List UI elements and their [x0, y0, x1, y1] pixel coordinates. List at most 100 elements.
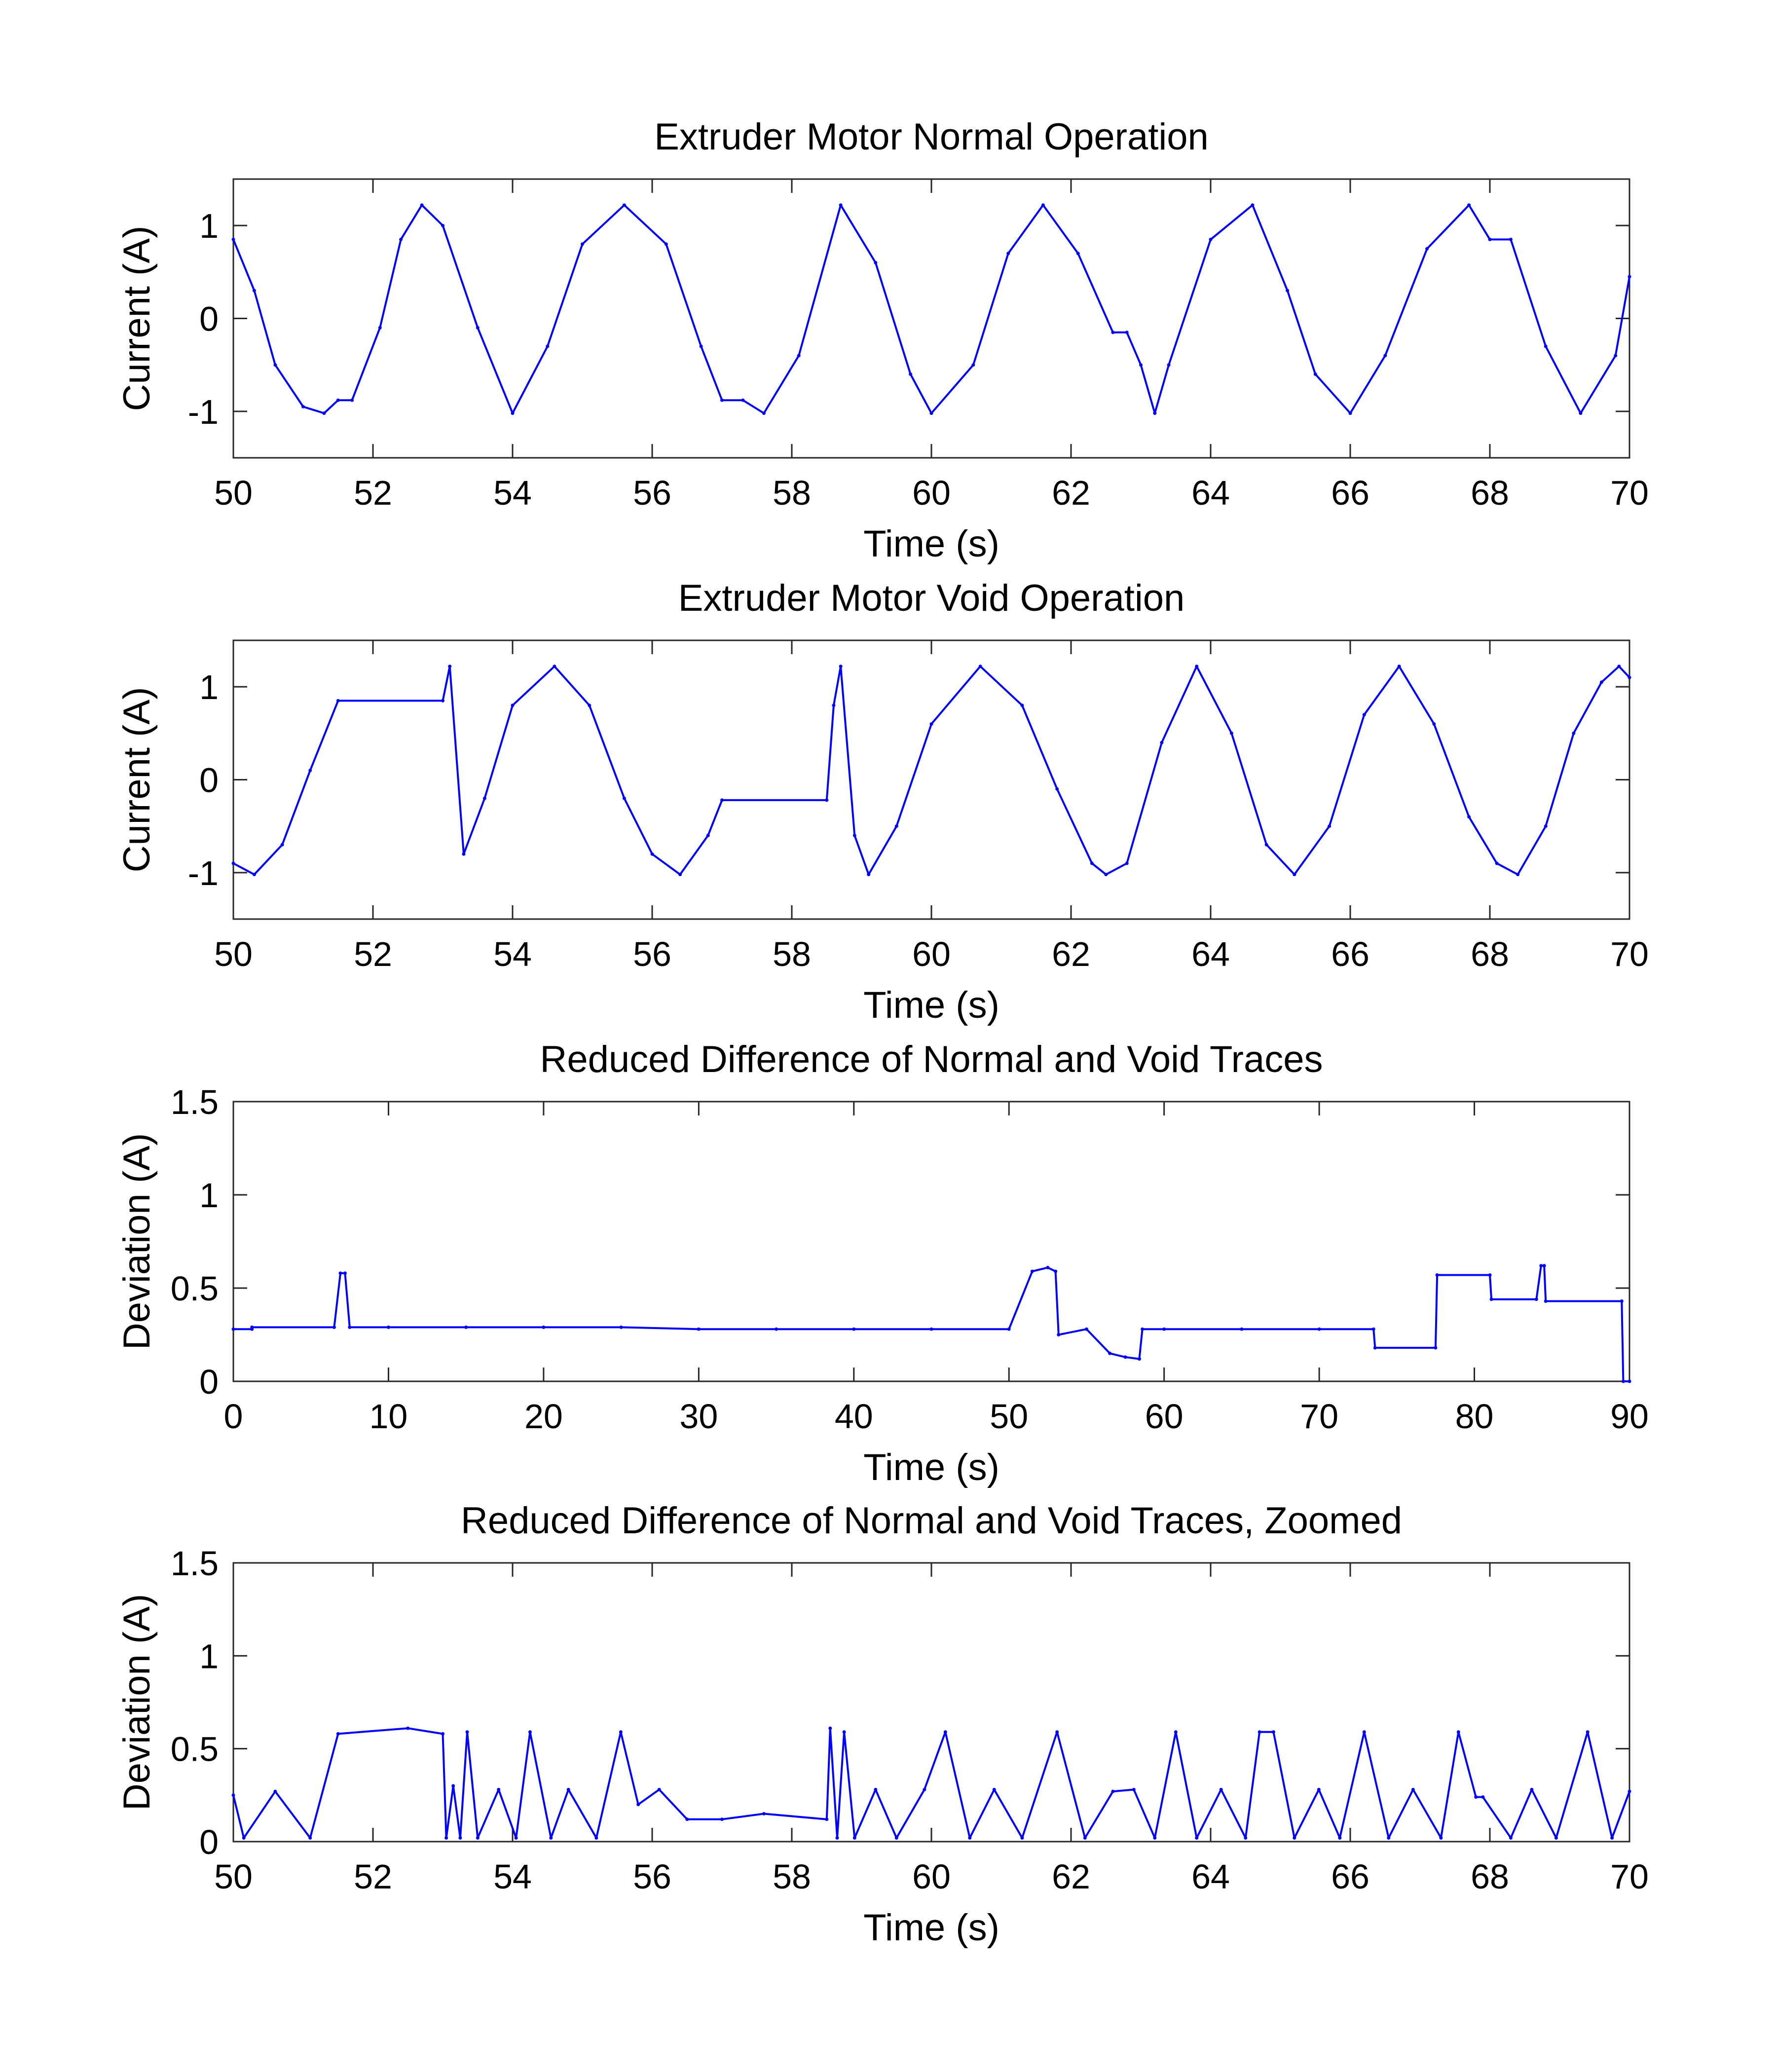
data-point	[553, 665, 556, 668]
data-point	[1111, 331, 1115, 334]
data-point	[1628, 675, 1631, 679]
data-point	[1434, 1346, 1438, 1350]
data-point	[1054, 1269, 1058, 1273]
data-point	[943, 1730, 947, 1734]
data-point	[420, 203, 424, 207]
data-point	[338, 1271, 342, 1275]
data-point	[1041, 203, 1045, 207]
data-point	[336, 398, 340, 402]
x-tick-label: 68	[1471, 935, 1509, 973]
data-point	[566, 1788, 570, 1791]
data-point	[464, 1325, 468, 1329]
y-tick-label: 0	[199, 761, 219, 800]
data-point	[678, 873, 682, 877]
data-point	[1055, 787, 1059, 791]
data-point	[825, 1817, 829, 1821]
data-point	[1084, 1327, 1088, 1331]
data-point	[1338, 1836, 1342, 1840]
y-axis-label: Current (A)	[116, 226, 158, 411]
data-point	[1362, 713, 1366, 717]
data-point	[1167, 363, 1171, 367]
data-point	[273, 363, 277, 367]
y-tick-label: 0.5	[171, 1269, 219, 1308]
data-point	[343, 1271, 347, 1275]
data-point	[909, 372, 913, 376]
data-point	[1539, 1264, 1543, 1268]
x-tick-label: 68	[1471, 1857, 1509, 1896]
data-point	[1083, 1836, 1087, 1840]
data-point	[1509, 237, 1513, 241]
chart-title: Extruder Motor Void Operation	[678, 577, 1185, 619]
data-point	[581, 242, 584, 246]
x-tick-label: 64	[1191, 474, 1230, 512]
data-point	[350, 398, 354, 402]
data-point	[1108, 1351, 1112, 1355]
data-point	[842, 1730, 846, 1734]
data-point	[250, 1325, 254, 1329]
data-point	[867, 873, 871, 877]
data-point	[1317, 1788, 1321, 1791]
data-point	[706, 834, 710, 837]
data-point	[1328, 824, 1332, 828]
y-tick-label: 1	[199, 1176, 219, 1215]
data-point	[971, 363, 975, 367]
chart-title: Extruder Motor Normal Operation	[654, 116, 1209, 158]
data-point	[1599, 680, 1603, 684]
data-point	[514, 1836, 518, 1840]
data-point	[1572, 731, 1576, 735]
data-point	[406, 1726, 410, 1730]
x-tick-label: 40	[835, 1397, 873, 1436]
x-tick-label: 54	[493, 935, 532, 973]
data-point	[1264, 843, 1268, 847]
y-axis-label: Deviation (A)	[116, 1133, 158, 1350]
x-tick-label: 50	[214, 1857, 253, 1896]
x-axis-label: Time (s)	[863, 1907, 999, 1949]
plot-area	[232, 178, 1630, 459]
data-point	[528, 1730, 532, 1734]
data-point	[497, 1788, 501, 1791]
data-point	[775, 1327, 778, 1331]
data-point	[242, 1836, 246, 1840]
data-point	[894, 824, 898, 828]
data-point	[894, 1836, 898, 1840]
data-point	[511, 703, 515, 707]
data-point	[1620, 1299, 1624, 1303]
data-point	[832, 703, 836, 707]
data-point	[1030, 1269, 1034, 1273]
x-tick-label: 52	[354, 935, 392, 973]
x-tick-label: 50	[214, 474, 253, 512]
x-tick-label: 66	[1331, 935, 1369, 973]
data-point	[923, 1788, 926, 1791]
y-axis-label: Deviation (A)	[116, 1594, 158, 1811]
data-point	[1313, 372, 1317, 376]
data-point	[1258, 1730, 1261, 1734]
x-axis-label: Time (s)	[863, 523, 999, 565]
data-point	[458, 1836, 462, 1840]
y-tick-label: 0.5	[171, 1730, 219, 1769]
y-tick-label: 0	[199, 1823, 219, 1861]
data-point	[1251, 203, 1255, 207]
y-tick-label: -1	[188, 854, 219, 892]
data-point	[588, 703, 592, 707]
data-point	[1435, 1273, 1439, 1277]
x-tick-label: 62	[1052, 935, 1090, 973]
data-point	[1141, 1327, 1145, 1331]
data-point	[992, 1788, 996, 1791]
y-axis-label: Current (A)	[116, 687, 158, 873]
data-point	[657, 1788, 661, 1791]
data-point	[1153, 1836, 1157, 1840]
data-point	[929, 722, 933, 726]
data-point	[741, 398, 745, 402]
x-tick-label: 60	[1145, 1397, 1184, 1436]
data-point	[1628, 275, 1631, 279]
data-point	[762, 1812, 766, 1815]
data-point	[1530, 1788, 1534, 1791]
data-point	[1020, 1836, 1024, 1840]
data-point	[797, 354, 801, 358]
data-point	[1411, 1788, 1415, 1791]
data-point	[252, 289, 256, 293]
data-point	[231, 861, 235, 865]
data-point	[1467, 815, 1471, 819]
x-tick-label: 66	[1331, 474, 1369, 512]
data-point	[1489, 1297, 1493, 1301]
